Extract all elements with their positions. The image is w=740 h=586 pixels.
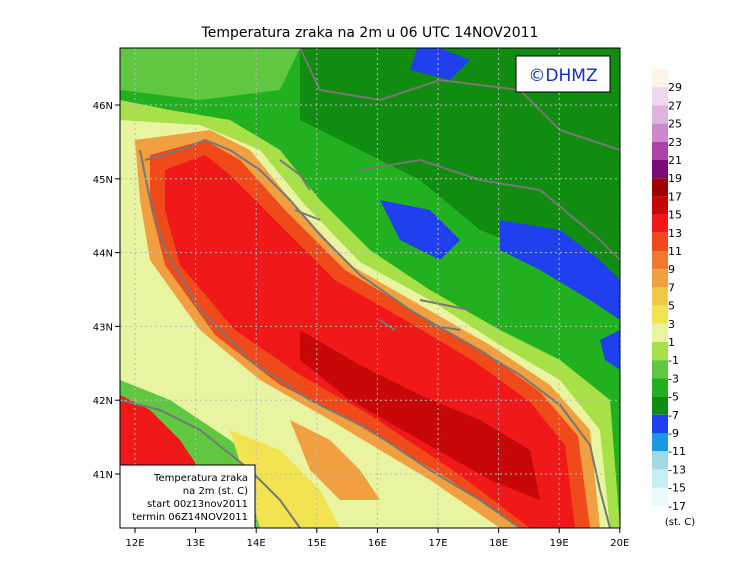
colorbar-box xyxy=(652,160,668,179)
colorbar-box xyxy=(652,342,668,361)
colorbar-box xyxy=(652,105,668,124)
lon-tick-label: 17E xyxy=(428,538,447,549)
colorbar-box xyxy=(652,396,668,415)
info-line: start 00z13nov2011 xyxy=(147,499,248,510)
colorbar-label: 7 xyxy=(668,281,675,294)
colorbar-box xyxy=(652,123,668,142)
colorbar-label: 29 xyxy=(668,81,682,94)
lat-tick-label: 44N xyxy=(93,249,113,260)
colorbar-box xyxy=(652,232,668,251)
colorbar-label: 11 xyxy=(668,245,682,258)
colorbar-label: 1 xyxy=(668,336,675,349)
colorbar-box xyxy=(652,141,668,160)
colorbar-label: 21 xyxy=(668,154,682,167)
lon-tick-label: 18E xyxy=(489,538,508,549)
lon-tick-label: 12E xyxy=(125,538,144,549)
colorbar-box xyxy=(652,251,668,270)
colorbar-label: 5 xyxy=(668,300,675,313)
colorbar-label: -15 xyxy=(668,482,686,495)
axes: 12E 13E 14E 15E 16E 17E 18E 19E 20E 46N 45N 44N 43N 4… xyxy=(93,101,630,549)
colorbar-label: -7 xyxy=(668,409,679,422)
lon-tick-label: 13E xyxy=(186,538,205,549)
map-frame xyxy=(119,47,621,529)
colorbar-label: -17 xyxy=(668,500,686,513)
lat-tick-label: 45N xyxy=(93,175,113,186)
colorbar-box xyxy=(652,433,668,452)
colorbar-label: 13 xyxy=(668,227,682,240)
colorbar-box xyxy=(652,305,668,324)
colorbar-label: -1 xyxy=(668,354,679,367)
colorbar-box xyxy=(652,178,668,197)
coastlines xyxy=(120,48,620,528)
colorbar-label: -9 xyxy=(668,427,679,440)
colorbar-box xyxy=(652,469,668,488)
colorbar-box xyxy=(652,378,668,397)
info-lines: Temperatura zraka na 2m (st. C) start 00z1… xyxy=(132,473,248,523)
info-line: na 2m (st. C) xyxy=(183,486,248,497)
colorbar-label: 9 xyxy=(668,263,675,276)
map-title: Temperatura zraka na 2m u 06 UTC 14NOV20… xyxy=(201,25,539,41)
lat-tick-label: 42N xyxy=(93,396,113,407)
colorbar-label: 19 xyxy=(668,172,682,185)
colorbar-box xyxy=(652,87,668,106)
colorbar-unit: (st. C) xyxy=(665,517,695,528)
lat-tick-label: 43N xyxy=(93,322,113,333)
info-box xyxy=(119,464,256,529)
lon-tick-label: 19E xyxy=(550,538,569,549)
lat-tick-label: 46N xyxy=(93,101,113,112)
colorbar-label: 23 xyxy=(668,136,682,149)
copyright: ©DHMZ xyxy=(528,66,597,86)
info-line: Temperatura zraka xyxy=(153,473,248,484)
colorbar-box xyxy=(652,323,668,342)
colorbar-box xyxy=(652,196,668,215)
colorbar-label: 27 xyxy=(668,99,682,112)
colorbar-box xyxy=(652,269,668,288)
colorbar-label: -5 xyxy=(668,391,679,404)
lon-tick-label: 16E xyxy=(368,538,387,549)
colorbar-label: -13 xyxy=(668,463,686,476)
colorbar-box xyxy=(652,414,668,433)
lon-tick-label: 20E xyxy=(610,538,629,549)
colorbar-box xyxy=(652,287,668,306)
colorbar-box xyxy=(652,214,668,233)
temperature-field xyxy=(120,48,620,528)
graticule xyxy=(120,48,620,528)
colorbar-label: 3 xyxy=(668,318,675,331)
lat-tick-label: 41N xyxy=(93,470,113,481)
info-line: termin 06Z14NOV2011 xyxy=(132,512,248,523)
lon-tick-label: 14E xyxy=(247,538,266,549)
copyright-box xyxy=(515,55,611,93)
colorbar: 29 27 25 23 21 19 17 15 13 11 9 7 5 3 1 -1 -3 -5 -7 -9 -11 -1… xyxy=(652,69,686,513)
colorbar-box xyxy=(652,451,668,470)
lon-tick-label: 15E xyxy=(307,538,326,549)
colorbar-label: 25 xyxy=(668,118,682,131)
colorbar-box xyxy=(652,487,668,506)
colorbar-label: -3 xyxy=(668,372,679,385)
colorbar-label: 17 xyxy=(668,190,682,203)
colorbar-label: 15 xyxy=(668,209,682,222)
colorbar-box xyxy=(652,360,668,379)
colorbar-label: -11 xyxy=(668,445,686,458)
colorbar-box xyxy=(652,69,668,88)
